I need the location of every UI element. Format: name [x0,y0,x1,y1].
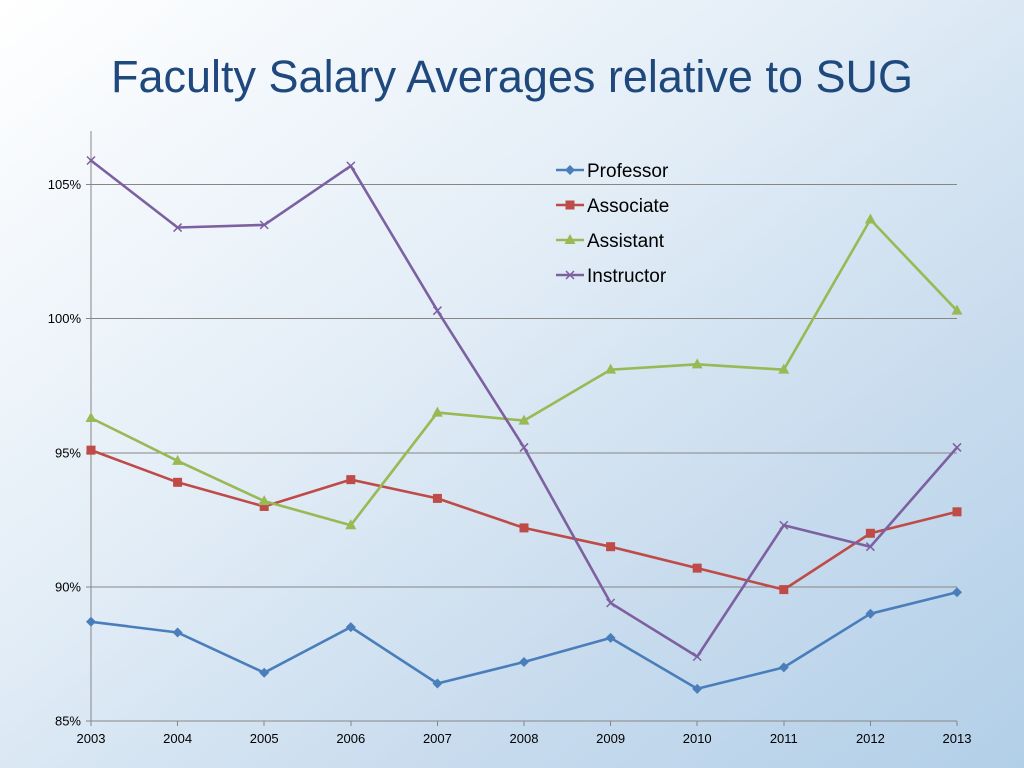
x-tick-label: 2010 [683,731,712,746]
data-point-assistant [431,406,443,417]
data-point-professor [605,632,616,643]
data-point-instructor [952,442,962,452]
data-point-associate [86,445,96,455]
data-point-instructor [779,520,789,530]
legend-label: Professor [587,161,669,182]
x-tick-label: 2005 [250,731,279,746]
data-point-professor [86,616,96,627]
x-tick-label: 2007 [423,731,452,746]
series-line-professor [89,590,959,691]
legend-item-assistant: Assistant [556,231,665,252]
data-point-professor [692,683,703,694]
series-professor [86,587,962,694]
data-point-associate [779,585,789,595]
y-tick-label: 95% [55,445,81,460]
data-point-professor [519,657,529,667]
legend-item-instructor: Instructor [556,266,667,287]
y-tick-label: 100% [48,311,82,326]
x-tick-label: 2003 [77,731,106,746]
x-tick-label: 2012 [856,731,885,746]
series-instructor [86,155,962,662]
y-tick-label: 85% [55,714,81,729]
legend-marker-triangle-icon [564,234,576,244]
x-tick-label: 2004 [163,731,192,746]
data-point-associate [346,475,356,485]
data-point-professor [432,678,443,689]
data-point-associate [173,477,183,487]
legend-label: Assistant [587,231,665,252]
data-point-instructor [865,542,875,552]
y-axis-ticks: 85% 90% 95% 100% 105% [48,177,91,729]
data-point-instructor [432,306,442,316]
legend-item-associate: Associate [556,196,669,217]
legend: Professor Associate Assistant Instructor [556,161,669,287]
data-point-assistant [518,414,530,425]
data-point-assistant [85,411,97,422]
data-point-assistant [345,519,357,530]
data-point-associate [952,507,962,517]
data-point-instructor [519,442,529,452]
legend-marker-square-icon [565,200,575,210]
series-line-instructor [89,159,959,658]
legend-marker-x-icon [565,270,575,280]
x-tick-label: 2006 [336,731,365,746]
data-point-professor [952,587,962,598]
data-point-assistant [864,213,876,224]
data-point-assistant [172,454,184,465]
data-point-professor [865,608,876,619]
data-point-professor [345,622,356,633]
x-tick-label: 2009 [596,731,625,746]
data-point-professor [259,667,270,678]
data-point-instructor [259,220,269,230]
x-tick-label: 2013 [943,731,972,746]
data-point-assistant [951,304,963,315]
data-point-instructor [86,155,96,166]
y-tick-label: 105% [48,177,82,192]
data-point-instructor [173,223,183,233]
data-point-instructor [346,161,356,171]
data-point-associate [865,528,875,538]
data-point-associate [432,493,442,503]
data-point-assistant [258,495,270,506]
data-point-professor [172,627,183,638]
series-line-associate [89,448,959,591]
data-point-assistant [778,363,790,374]
y-tick-label: 90% [55,579,81,594]
x-tick-label: 2011 [770,731,798,746]
data-point-assistant [691,358,703,369]
legend-item-professor: Professor [556,161,669,182]
slide-title: Faculty Salary Averages relative to SUG [110,51,914,102]
data-point-associate [692,563,702,573]
data-point-instructor [692,652,702,662]
data-point-associate [606,542,616,552]
gridlines [91,184,957,588]
legend-marker-diamond-icon [565,165,575,175]
series-line-assistant [89,218,959,527]
series-associate [86,445,962,595]
data-point-professor [778,662,789,673]
series-group [85,155,963,694]
data-point-instructor [606,598,616,608]
series-assistant [85,213,963,530]
legend-label: Associate [587,196,669,217]
data-point-associate [519,523,529,533]
x-axis-ticks: 2003 2004 2005 2006 2007 2008 2009 2010 2011 2012… [77,721,972,746]
data-point-assistant [605,363,617,374]
legend-label: Instructor [587,266,667,287]
data-point-associate [259,501,269,511]
x-tick-label: 2008 [510,731,539,746]
axes [90,131,957,722]
